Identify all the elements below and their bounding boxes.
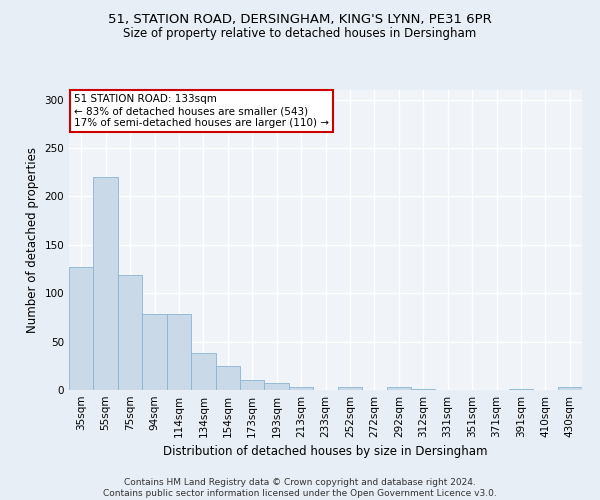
Bar [338, 387, 362, 390]
Y-axis label: Number of detached properties: Number of detached properties [26, 147, 39, 333]
X-axis label: Distribution of detached houses by size in Dersingham: Distribution of detached houses by size … [163, 446, 488, 458]
Bar [167, 314, 191, 390]
Text: 51, STATION ROAD, DERSINGHAM, KING'S LYNN, PE31 6PR: 51, STATION ROAD, DERSINGHAM, KING'S LYN… [108, 12, 492, 26]
Text: Size of property relative to detached houses in Dersingham: Size of property relative to detached ho… [124, 28, 476, 40]
Bar [215, 366, 240, 390]
Bar [386, 387, 411, 390]
Bar [142, 314, 167, 390]
Bar [191, 353, 215, 390]
Bar [69, 267, 94, 390]
Bar [240, 380, 265, 390]
Bar [509, 389, 533, 390]
Bar [94, 177, 118, 390]
Bar [118, 275, 142, 390]
Bar [289, 387, 313, 390]
Text: 51 STATION ROAD: 133sqm
← 83% of detached houses are smaller (543)
17% of semi-d: 51 STATION ROAD: 133sqm ← 83% of detache… [74, 94, 329, 128]
Bar [265, 383, 289, 390]
Bar [411, 389, 436, 390]
Bar [557, 387, 582, 390]
Text: Contains HM Land Registry data © Crown copyright and database right 2024.
Contai: Contains HM Land Registry data © Crown c… [103, 478, 497, 498]
